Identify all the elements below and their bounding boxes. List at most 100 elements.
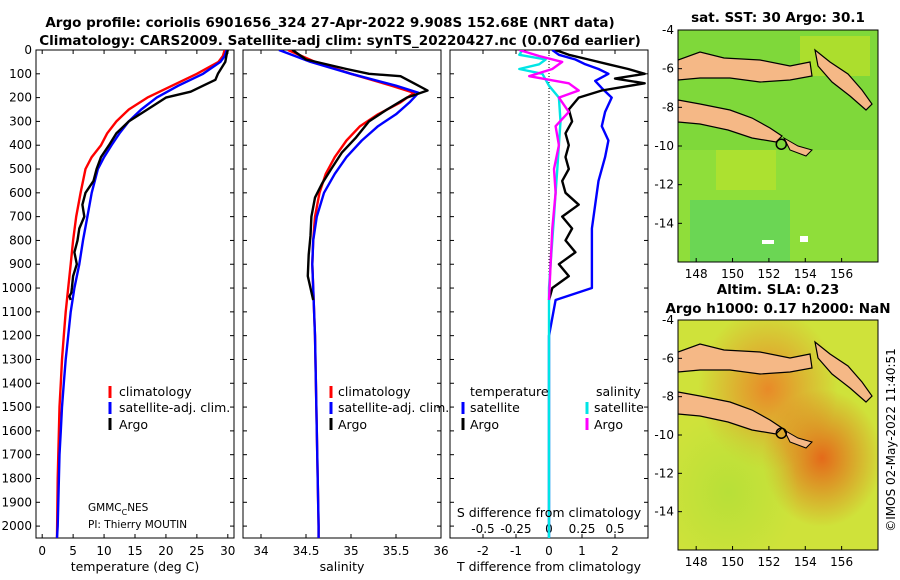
y-tick-label: 700 bbox=[9, 210, 32, 224]
map-y-tick-label: -8 bbox=[662, 390, 674, 404]
map-y-tick-label: -6 bbox=[662, 62, 674, 76]
y-tick-label: 300 bbox=[9, 114, 32, 128]
legend-label-t-argo: Argo bbox=[470, 417, 499, 432]
y-tick-label: 0 bbox=[24, 43, 32, 57]
sla-float-marker bbox=[775, 427, 788, 439]
map-x-tick-label: 154 bbox=[794, 555, 817, 569]
difference-legend-left: temperature satellite Argo bbox=[461, 384, 549, 432]
top-x-tick-label: 0.5 bbox=[605, 522, 624, 536]
y-tick-label: 1100 bbox=[1, 305, 32, 319]
figure-title-line1: Argo profile: coriolis 6901656_324 27-Ap… bbox=[45, 15, 614, 31]
temperature-x-ticks: 0 5 10 15 20 25 30 bbox=[38, 50, 235, 558]
y-tick-label: 1700 bbox=[1, 448, 32, 462]
map-x-tick-label: 152 bbox=[757, 555, 780, 569]
y-tick-label: 500 bbox=[9, 162, 32, 176]
y-tick-label: 1300 bbox=[1, 352, 32, 366]
y-tick-label: 100 bbox=[9, 67, 32, 81]
x-tick-label: 30 bbox=[220, 544, 235, 558]
map-x-tick-label: 156 bbox=[830, 555, 853, 569]
x-tick-label: 35.5 bbox=[383, 544, 410, 558]
legend-label-argo: Argo bbox=[119, 417, 148, 432]
difference-series bbox=[518, 50, 646, 538]
salinity-y-ticks bbox=[243, 49, 441, 527]
legend-label-argo: Argo bbox=[338, 417, 367, 432]
series-line-s-satellite bbox=[518, 50, 562, 538]
map-y-tick-label: -6 bbox=[662, 351, 674, 365]
timestamp: ©IMOS 02-May-2022 11:40:51 bbox=[884, 348, 898, 532]
x-tick-label: 34 bbox=[253, 544, 268, 558]
sst-map-panel: sat. SST: 30 Argo: 30.1 148 150 152 154 156 … bbox=[654, 10, 879, 281]
credit-part-2: C bbox=[122, 508, 128, 517]
map-y-tick-label: -14 bbox=[654, 216, 674, 230]
sst-float-marker bbox=[775, 138, 788, 150]
credit-part-1: GMMC bbox=[88, 502, 122, 514]
temperature-xlabel: temperature (deg C) bbox=[71, 559, 200, 574]
series-line-climatology bbox=[55, 50, 226, 538]
x-tick-label: 25 bbox=[189, 544, 204, 558]
salinity-series bbox=[278, 50, 429, 538]
sla-x-ticks: 148 150 152 154 156 bbox=[685, 546, 853, 569]
salinity-axes-box bbox=[242, 49, 442, 539]
x-tick-label: -1 bbox=[510, 544, 522, 558]
y-tick-label: 800 bbox=[9, 233, 32, 247]
legend-label-s-satellite: satellite bbox=[594, 400, 644, 415]
y-tick-label: 1400 bbox=[1, 376, 32, 390]
x-tick-label: 0 bbox=[38, 544, 46, 558]
x-tick-label: 15 bbox=[127, 544, 142, 558]
y-tick-label: 1600 bbox=[1, 424, 32, 438]
sla-map-subtitle: Argo h1000: 0.17 h2000: NaN bbox=[665, 301, 890, 317]
temperature-panel: 0100200300400500600700800900100011001200… bbox=[1, 43, 235, 574]
credit-gmmc: GMMCCNES bbox=[88, 502, 149, 517]
series-line-satellite-adj-clim- bbox=[55, 50, 228, 538]
legend-label-satellite: satellite-adj. clim. bbox=[338, 400, 449, 415]
salinity-xlabel: salinity bbox=[320, 559, 365, 574]
y-tick-label: 1200 bbox=[1, 329, 32, 343]
y-tick-label: 400 bbox=[9, 138, 32, 152]
temperature-legend: climatology satellite-adj. clim. Argo bbox=[108, 384, 230, 432]
sst-land-new-britain bbox=[678, 51, 813, 83]
difference-panel: -2 -1 0 1 2 -0.5 -0.25 0 0.25 0.5 T difference f… bbox=[449, 49, 649, 574]
sst-land-island bbox=[782, 136, 813, 157]
salinity-x-ticks: 34 34.5 35 35.5 36 bbox=[253, 50, 449, 558]
difference-y-ticks bbox=[450, 49, 648, 527]
salinity-panel: 34 34.5 35 35.5 36 salinity climatology sate… bbox=[242, 49, 449, 574]
series-line-s-argo bbox=[518, 50, 580, 301]
map-x-tick-label: 148 bbox=[685, 555, 708, 569]
difference-legend-right: salinity satellite Argo bbox=[585, 384, 644, 432]
legend-title-salinity: salinity bbox=[596, 384, 641, 399]
legend-title-temperature: temperature bbox=[470, 384, 549, 399]
x-tick-label: 20 bbox=[158, 544, 173, 558]
map-x-tick-label: 156 bbox=[830, 267, 853, 281]
sst-y-ticks: -4 -6 -8 -10 -12 -14 bbox=[654, 23, 682, 230]
x-tick-label: 5 bbox=[69, 544, 77, 558]
map-y-tick-label: -10 bbox=[654, 139, 674, 153]
map-x-tick-label: 148 bbox=[685, 267, 708, 281]
y-tick-label: 900 bbox=[9, 257, 32, 271]
sla-land-solomons bbox=[814, 340, 873, 403]
sla-map-title: Altim. SLA: 0.23 bbox=[717, 282, 839, 298]
x-tick-label: 36 bbox=[433, 544, 448, 558]
x-tick-label: 10 bbox=[96, 544, 111, 558]
map-x-tick-label: 154 bbox=[794, 267, 817, 281]
temperature-y-ticks: 0 100 200 300 400 500 600 700 800 900 1000 1100 1200… bbox=[1, 43, 234, 533]
sst-map-image bbox=[678, 30, 878, 262]
sla-land-new-britain bbox=[678, 343, 813, 375]
figure-title-line2: Climatology: CARS2009. Satellite-adj cli… bbox=[39, 33, 641, 49]
difference-x-ticks: -2 -1 0 1 2 bbox=[477, 50, 619, 558]
sla-land-island bbox=[782, 428, 813, 449]
sst-land-solomons bbox=[814, 48, 873, 111]
sla-land-new-guinea bbox=[678, 391, 783, 435]
salinity-legend: climatology satellite-adj. clim. Argo bbox=[329, 384, 449, 432]
x-tick-label: 35 bbox=[343, 544, 358, 558]
top-x-tick-label: -0.5 bbox=[471, 522, 494, 536]
credit-pi: PI: Thierry MOUTIN bbox=[88, 519, 187, 531]
sla-map-image bbox=[678, 320, 878, 550]
sst-map-title: sat. SST: 30 Argo: 30.1 bbox=[691, 10, 865, 26]
difference-xlabel: T difference from climatology bbox=[456, 559, 642, 574]
map-x-tick-label: 150 bbox=[721, 267, 744, 281]
legend-label-satellite: satellite-adj. clim. bbox=[119, 400, 230, 415]
map-y-tick-label: -8 bbox=[662, 100, 674, 114]
map-y-tick-label: -4 bbox=[662, 313, 674, 327]
y-tick-label: 200 bbox=[9, 91, 32, 105]
